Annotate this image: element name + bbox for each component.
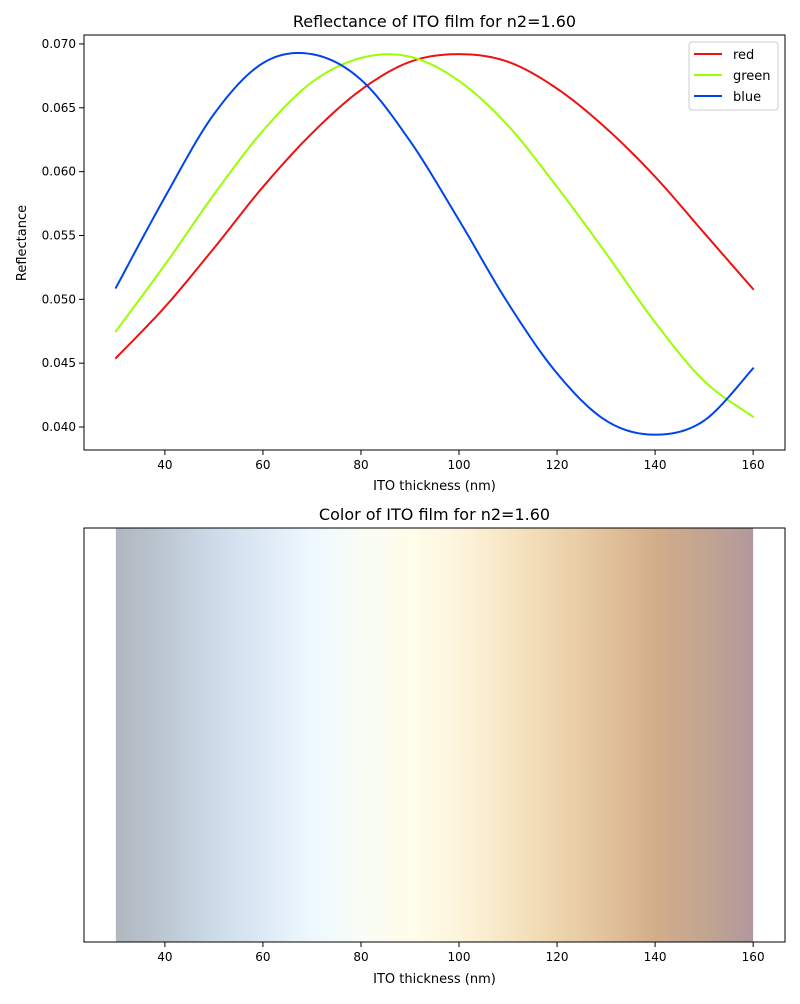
color-chart-title: Color of ITO film for n2=1.60 [319,505,550,524]
y-tick-label: 0.045 [42,356,76,370]
series-line-red [114,53,755,360]
x-tick-label: 100 [448,458,471,472]
x-tick-label: 160 [742,458,765,472]
reflectance-series-group [114,51,755,436]
legend-box [688,41,779,111]
color-chart: Color of ITO film for n2=1.60 40 60 80 100 1… [83,505,786,987]
reflectance-chart: Reflectance of ITO film for n2=1.60 40 60… [15,12,786,494]
x-tick-label: 60 [255,950,270,964]
reflectance-plot-frame [83,34,786,451]
legend-label-green: green [733,69,771,84]
x-tick-label: 120 [546,950,569,964]
legend: red green blue [688,41,779,111]
y-tick-label: 0.050 [42,292,76,306]
reflectance-y-ticks: 0.040 0.045 0.050 0.055 0.060 0.065 0.070 [42,37,84,434]
reflectance-chart-title: Reflectance of ITO film for n2=1.60 [293,12,576,31]
x-tick-label: 140 [644,950,667,964]
x-tick-label: 80 [353,458,368,472]
y-tick-label: 0.060 [42,165,76,179]
series-line-green [114,53,755,418]
legend-label-red: red [733,48,754,63]
reflectance-x-axis-label: ITO thickness (nm) [373,479,496,494]
x-tick-label: 40 [157,950,172,964]
series-line-blue [114,51,755,436]
legend-label-blue: blue [733,90,761,105]
y-tick-label: 0.065 [42,101,76,115]
reflectance-y-axis-label: Reflectance [15,205,30,281]
color-plot-frame [83,527,786,943]
x-tick-label: 60 [255,458,270,472]
y-tick-label: 0.055 [42,228,76,242]
color-x-ticks: 40 60 80 100 120 140 160 [157,942,765,964]
x-tick-label: 140 [644,458,667,472]
color-strip [115,528,754,942]
y-tick-label: 0.040 [42,420,76,434]
x-tick-label: 160 [742,950,765,964]
x-tick-label: 40 [157,458,172,472]
color-x-axis-label: ITO thickness (nm) [373,972,496,987]
x-tick-label: 120 [546,458,569,472]
x-tick-label: 80 [353,950,368,964]
y-tick-label: 0.070 [42,37,76,51]
x-tick-label: 100 [448,950,471,964]
reflectance-x-ticks: 40 60 80 100 120 140 160 [157,450,765,472]
